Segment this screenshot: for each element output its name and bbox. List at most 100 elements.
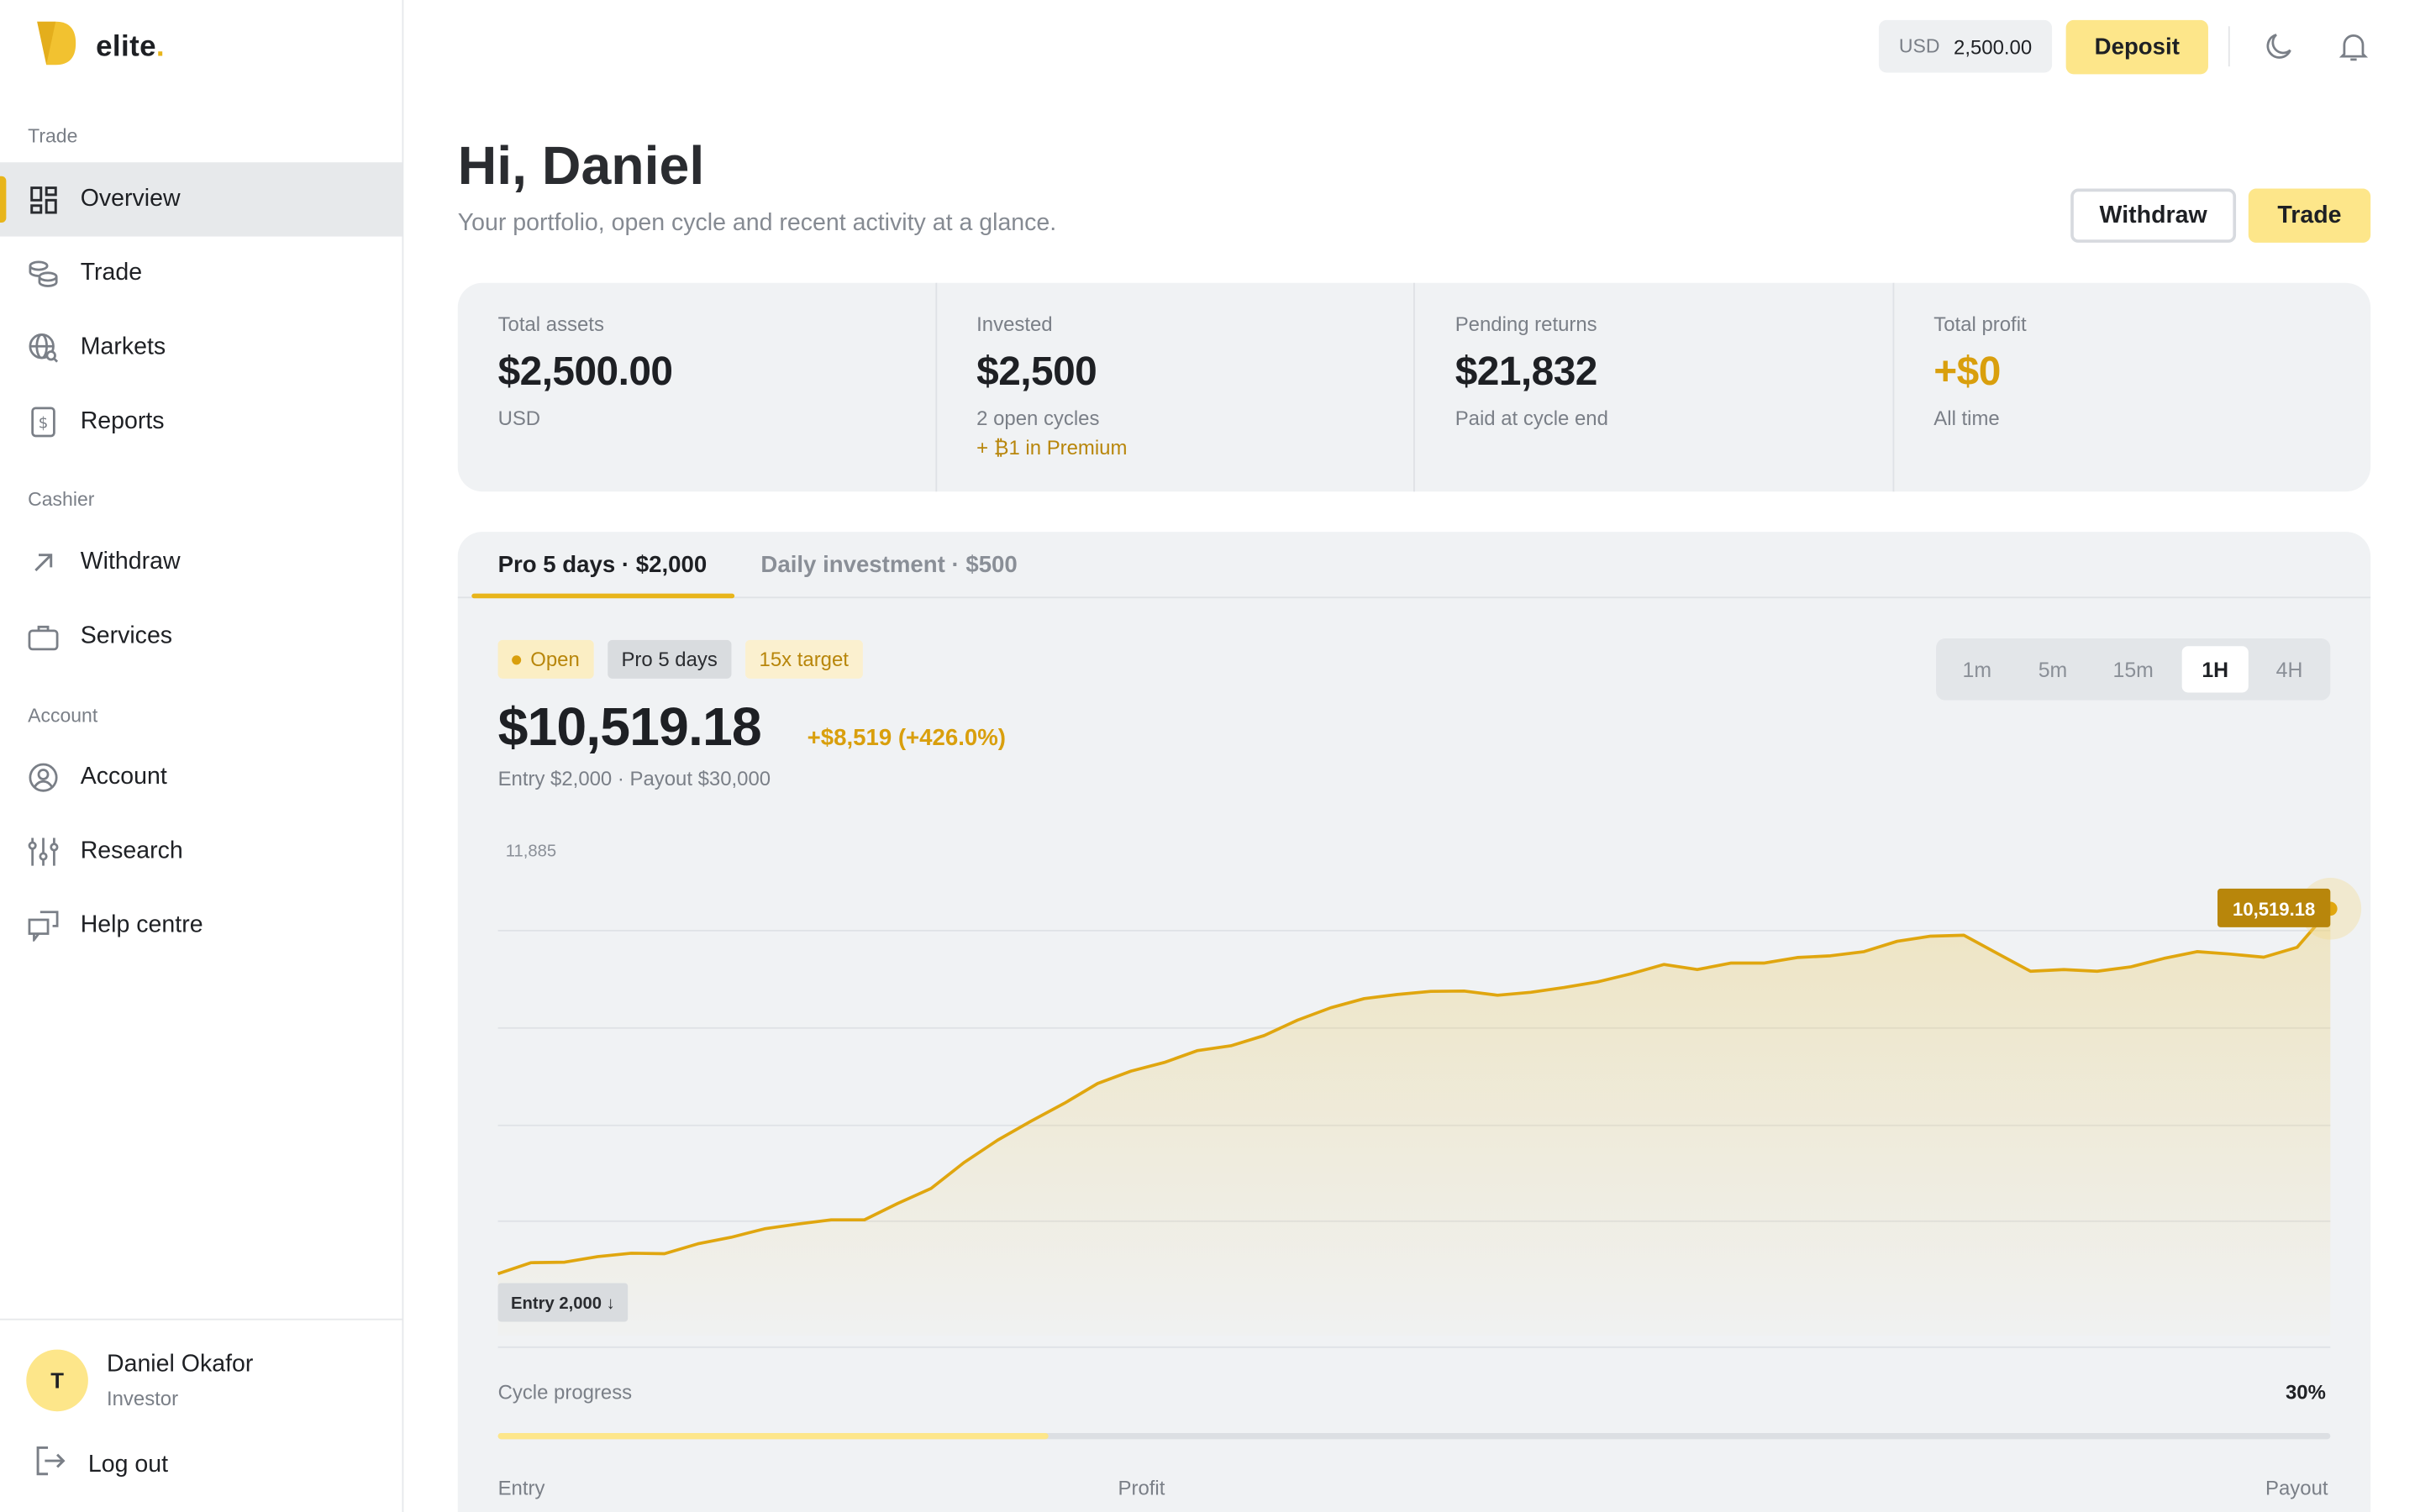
progress-percent: 30% — [2285, 1380, 2326, 1404]
sidebar-item-overview[interactable]: Overview — [0, 162, 402, 237]
timeframe-4h[interactable]: 4H — [2275, 658, 2303, 681]
logout-icon — [34, 1446, 66, 1484]
globe-search-icon — [28, 333, 59, 364]
moon-icon[interactable] — [2261, 28, 2298, 65]
stat-label: Invested — [976, 312, 1053, 336]
sidebar-item-label: Overview — [80, 185, 181, 213]
logo-icon — [34, 20, 77, 74]
withdraw-button[interactable]: Withdraw — [2070, 188, 2237, 243]
chart-area-fill — [497, 908, 2331, 1336]
brand-name: elite. — [96, 29, 166, 63]
stat-value: $21,832 — [1455, 348, 1598, 395]
status-badge: Open — [497, 639, 594, 679]
page-subtitle: Your portfolio, open cycle and recent ac… — [457, 210, 1057, 237]
sidebar-item-reports[interactable]: $ Reports — [0, 385, 402, 459]
stat-sub: All time — [1933, 406, 2000, 430]
stat-total-assets: Total assets $2,500.00 USD — [458, 282, 937, 492]
balance-chip[interactable]: USD 2,500.00 — [1878, 19, 2053, 73]
progress-bar — [497, 1432, 2331, 1440]
sidebar-item-label: Account — [80, 764, 167, 790]
balance-currency: USD — [1898, 35, 1940, 58]
last-value-tag: 10,519.18 — [2217, 888, 2331, 927]
chart-series-line — [497, 907, 2332, 1276]
chart-divider — [497, 1346, 2331, 1348]
stats-card: Total assets $2,500.00 USD Invested $2,5… — [457, 282, 2371, 492]
avatar[interactable]: T — [26, 1349, 88, 1412]
stat-value: +$0 — [1933, 348, 2001, 395]
stat-sub: Paid at cycle end — [1455, 406, 1608, 430]
topbar-divider — [2228, 26, 2230, 67]
sidebar-item-services[interactable]: Services — [0, 600, 402, 674]
cycle-value: $10,519.18 — [497, 696, 762, 758]
stat-label: Pending returns — [1455, 312, 1597, 336]
chat-icon — [28, 911, 59, 942]
timeframe-selector: 1m 5m 15m 1H 4H — [1936, 638, 2331, 701]
entry-marker-tag: Entry 2,000 ↓ — [497, 1283, 629, 1322]
sidebar-item-help-centre[interactable]: Help centre — [0, 889, 402, 963]
sidebar-item-account[interactable]: Account — [0, 741, 402, 815]
timeframe-5m[interactable]: 5m — [2038, 658, 2068, 681]
sidebar-item-label: Services — [80, 622, 173, 649]
stat-sub: USD — [497, 406, 541, 430]
progress-label: Cycle progress — [497, 1380, 633, 1404]
status-dot-icon — [512, 654, 522, 664]
logout-button[interactable]: Log out — [34, 1446, 168, 1484]
sidebar-item-label: Trade — [80, 260, 143, 286]
stat-label: Total profit — [1933, 312, 2027, 336]
sidebar-item-markets[interactable]: Markets — [0, 311, 402, 385]
stat-total-profit: Total profit +$0 All time — [1893, 283, 2370, 491]
user-role: Investor — [106, 1386, 179, 1410]
tab-daily-investment[interactable]: Daily investment · $500 — [760, 551, 1018, 579]
user-name: Daniel Okafor — [106, 1351, 254, 1378]
bell-icon[interactable] — [2335, 28, 2372, 65]
price-chart[interactable]: 11,885 10,519.18 Entry 2,000 ↓ — [458, 826, 2370, 1336]
svg-text:Entry 2,000 ↓: Entry 2,000 ↓ — [511, 1294, 615, 1313]
tab-pro-5-days[interactable]: Pro 5 days · $2,000 — [497, 551, 708, 579]
sidebar-item-label: Reports — [80, 407, 165, 435]
cycle-tabs: Pro 5 days · $2,000 Daily investment · $… — [457, 532, 2371, 599]
stat-value: $2,500.00 — [497, 348, 673, 395]
brand[interactable]: elite. — [34, 20, 165, 74]
cycle-badges: Open Pro 5 days 15x target — [497, 639, 863, 679]
logout-label: Log out — [87, 1451, 169, 1478]
stat-invested: Invested $2,500 2 open cycles + ₿1 in Pr… — [936, 282, 1415, 492]
plan-badge: Pro 5 days — [607, 639, 732, 679]
section-label-cashier: Cashier — [28, 488, 95, 511]
cycle-change: +$8,519 (+426.0%) — [807, 725, 1007, 752]
footer-payout-label: Payout — [2265, 1476, 2328, 1500]
sidebar-item-label: Withdraw — [80, 549, 181, 575]
user-circle-icon — [28, 762, 59, 793]
sidebar-item-withdraw[interactable]: Withdraw — [0, 526, 402, 600]
grid-icon — [28, 184, 59, 215]
stat-pending-returns: Pending returns $21,832 Paid at cycle en… — [1415, 282, 1894, 492]
y-axis-top-label: 11,885 — [506, 843, 556, 861]
stat-premium: + ₿1 in Premium — [976, 435, 1128, 459]
target-badge: 15x target — [744, 639, 863, 679]
sliders-icon — [28, 837, 59, 868]
sidebar-item-label: Research — [80, 837, 183, 864]
sidebar-item-label: Markets — [80, 333, 166, 360]
footer-entry-label: Entry — [497, 1476, 545, 1500]
sidebar-item-research[interactable]: Research — [0, 815, 402, 889]
sidebar: elite. Trade Overview Trade Markets $ — [0, 0, 404, 1512]
sidebar-item-label: Help centre — [80, 911, 203, 939]
section-label-account: Account — [28, 705, 98, 727]
stat-sub: 2 open cycles — [976, 406, 1100, 430]
section-label-trade: Trade — [28, 125, 78, 147]
timeframe-15m[interactable]: 15m — [2112, 658, 2154, 681]
receipt-icon: $ — [28, 407, 59, 438]
stat-label: Total assets — [497, 312, 604, 336]
active-tab-indicator — [471, 593, 735, 599]
arrow-up-right-icon — [28, 547, 59, 578]
deposit-button[interactable]: Deposit — [2065, 19, 2208, 75]
sidebar-item-trade[interactable]: Trade — [0, 237, 402, 311]
trade-button[interactable]: Trade — [2248, 188, 2371, 243]
sidebar-footer: T Daniel Okafor Investor Log out — [0, 1318, 402, 1512]
footer-profit-label: Profit — [1118, 1476, 1165, 1500]
progress-bar-fill — [497, 1432, 1048, 1440]
entry-payout-line: Entry $2,000 · Payout $30,000 — [497, 766, 771, 790]
timeframe-1m[interactable]: 1m — [1962, 658, 1992, 681]
briefcase-icon — [28, 622, 59, 653]
timeframe-1h[interactable]: 1H — [2181, 646, 2249, 693]
svg-text:10,519.18: 10,519.18 — [2233, 899, 2315, 920]
